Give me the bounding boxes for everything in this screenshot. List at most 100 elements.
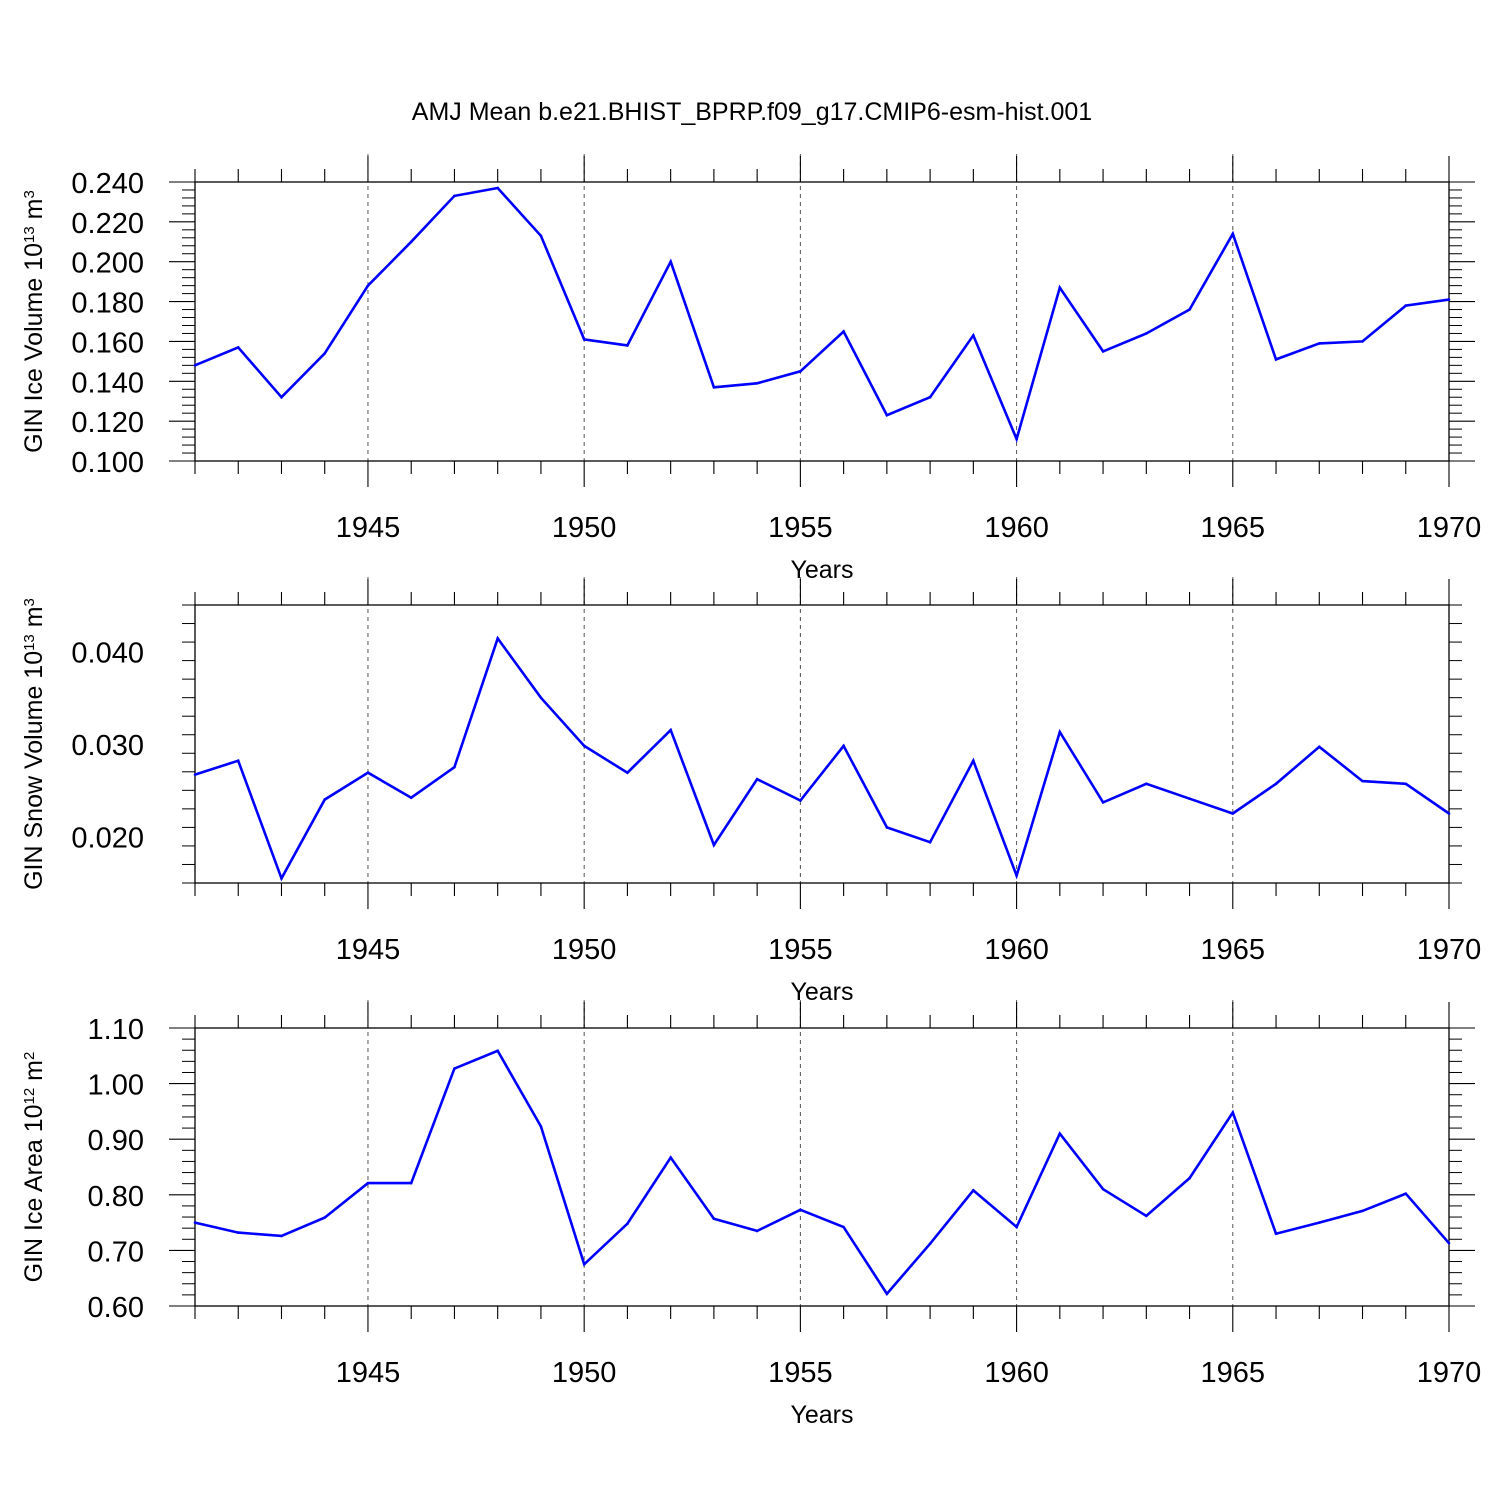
data-point (626, 344, 629, 347)
data-point (1188, 1176, 1191, 1180)
data-point (1317, 1221, 1321, 1224)
x-tick-label: 1950 (552, 512, 617, 544)
y-axis-label-exponent: 13 (21, 226, 38, 243)
data-point (236, 346, 240, 349)
data-point (236, 1231, 240, 1234)
data-point (1058, 1132, 1062, 1135)
data-point (323, 352, 327, 355)
chart-title: AMJ Mean b.e21.BHIST_BPRP.f09_g17.CMIP6-… (412, 98, 1092, 126)
data-point (1231, 1111, 1235, 1114)
y-tick-label: 0.040 (71, 637, 144, 669)
data-point (1361, 1209, 1364, 1213)
data-point (539, 1125, 543, 1128)
plot-frame (194, 604, 1450, 884)
data-point (453, 194, 456, 198)
x-tick-label: 1970 (1417, 512, 1482, 544)
data-point (193, 364, 197, 367)
data-point (755, 1229, 759, 1233)
data-point (236, 759, 240, 762)
data-point (1188, 308, 1191, 311)
data-point (799, 799, 802, 802)
y-tick-label: 0.140 (71, 367, 144, 399)
chart-panel-2: 0.020 0.030 0.040 1945 1950 1955 1960 1965 1970 Y… (20, 577, 1481, 1006)
data-point (1274, 782, 1278, 786)
data-point (1361, 340, 1364, 343)
data-point (1145, 1214, 1148, 1218)
plot-frame (194, 181, 1450, 462)
y-axis-label-text: GIN Ice Area 10 (20, 1104, 48, 1282)
y-axis-label: GIN Ice Volume 1013 m3 (20, 190, 48, 453)
data-point (539, 234, 543, 238)
y-tick-label: 0.100 (71, 447, 144, 479)
data-point (366, 284, 370, 287)
data-point (928, 1242, 932, 1246)
y-axis-label-exponent: 12 (21, 1088, 38, 1105)
y-axis-label-unit-exponent: 3 (21, 190, 38, 198)
y-tick-label: 0.020 (71, 823, 144, 855)
x-tick-label: 1955 (768, 934, 833, 966)
data-point (842, 1225, 845, 1229)
data-point (799, 370, 802, 373)
x-tick-label: 1955 (768, 512, 833, 544)
data-point (280, 395, 283, 399)
y-tick-label: 0.030 (71, 730, 144, 762)
data-point (193, 1221, 197, 1224)
data-point (1317, 745, 1321, 749)
data-point (972, 1189, 975, 1192)
data-point (1231, 232, 1235, 236)
data-point (885, 413, 889, 417)
data-point (409, 240, 413, 244)
data-point (1231, 812, 1235, 815)
data-point (1101, 1187, 1105, 1191)
data-point (366, 1181, 370, 1185)
data-point (1188, 797, 1191, 800)
y-tick-label: 0.60 (88, 1292, 144, 1324)
data-point (1015, 874, 1018, 877)
y-axis-label-unit: m (20, 606, 48, 634)
data-point (712, 843, 716, 847)
data-point (582, 744, 586, 748)
y-axis-label-exponent: 13 (21, 634, 38, 651)
data-point (539, 696, 543, 699)
y-axis-label-unit: m (20, 1060, 48, 1088)
x-tick-label: 1960 (984, 934, 1049, 966)
data-point (1404, 1192, 1408, 1195)
y-axis-label-unit-exponent: 3 (21, 598, 38, 606)
y-tick-label: 0.70 (88, 1236, 144, 1268)
x-axis-label: Years (790, 556, 853, 584)
data-point (1274, 1232, 1278, 1236)
data-point (280, 877, 283, 880)
data-point (582, 338, 586, 341)
y-axis-label-text: GIN Ice Volume 10 (20, 243, 48, 453)
data-point (755, 381, 759, 385)
data-point (409, 796, 413, 800)
y-tick-label: 0.180 (71, 288, 144, 320)
data-point (280, 1234, 283, 1238)
y-axis-label-unit-exponent: 2 (21, 1052, 38, 1060)
series-line (194, 186, 1450, 444)
data-point (1145, 782, 1148, 786)
data-point (1058, 286, 1062, 289)
x-tick-label: 1965 (1201, 512, 1266, 544)
x-tick-label: 1950 (552, 934, 617, 966)
x-tick-label: 1945 (336, 1357, 401, 1389)
data-point (1101, 350, 1105, 353)
data-point (1447, 1241, 1451, 1245)
data-point (669, 260, 672, 264)
x-tick-label: 1965 (1201, 1357, 1266, 1389)
y-tick-label: 0.240 (71, 168, 144, 200)
y-axis-label-text: GIN Snow Volume 10 (20, 651, 48, 890)
data-point (323, 798, 327, 801)
y-tick-label: 1.00 (88, 1070, 144, 1102)
y-tick-label: 0.200 (71, 248, 144, 280)
data-point (409, 1181, 413, 1185)
y-tick-label: 0.220 (71, 208, 144, 240)
data-point (626, 771, 629, 775)
chart-panel-3: 0.60 0.70 0.80 0.90 1.00 1.10 1945 1950 1955 1960… (20, 1000, 1481, 1429)
data-point (323, 1216, 327, 1219)
series-line (194, 635, 1450, 882)
data-point (972, 334, 975, 337)
x-tick-label: 1945 (336, 934, 401, 966)
data-point (1058, 730, 1062, 734)
